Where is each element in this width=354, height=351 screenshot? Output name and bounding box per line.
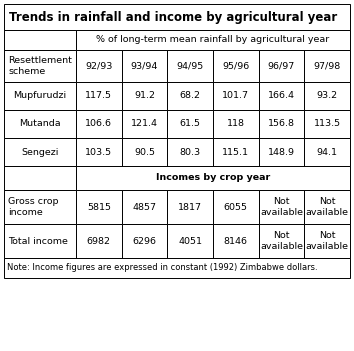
Text: 6296: 6296 — [132, 237, 156, 245]
Text: 148.9: 148.9 — [268, 147, 295, 157]
Bar — [213, 190, 259, 224]
Text: Not
available: Not available — [260, 231, 303, 251]
Text: 90.5: 90.5 — [134, 147, 155, 157]
Bar — [259, 224, 304, 258]
Bar — [4, 30, 76, 50]
Bar — [167, 110, 213, 138]
Bar — [76, 82, 122, 110]
Text: Gross crop
income: Gross crop income — [8, 197, 58, 217]
Bar — [259, 50, 304, 82]
Text: 8146: 8146 — [224, 237, 248, 245]
Bar — [4, 138, 76, 166]
Bar — [4, 4, 350, 30]
Text: 6055: 6055 — [224, 203, 248, 212]
Bar — [122, 138, 167, 166]
Bar — [259, 110, 304, 138]
Bar — [213, 138, 259, 166]
Bar — [304, 110, 350, 138]
Bar — [4, 110, 76, 138]
Bar — [259, 138, 304, 166]
Bar — [167, 50, 213, 82]
Text: Resettlement
scheme: Resettlement scheme — [8, 56, 72, 76]
Bar — [167, 138, 213, 166]
Bar — [213, 110, 259, 138]
Bar — [4, 166, 76, 190]
Text: Incomes by crop year: Incomes by crop year — [156, 173, 270, 183]
Text: 118: 118 — [227, 119, 245, 128]
Text: 113.5: 113.5 — [314, 119, 341, 128]
Bar — [122, 224, 167, 258]
Bar — [167, 224, 213, 258]
Bar — [122, 110, 167, 138]
Bar — [76, 166, 350, 190]
Text: Sengezi: Sengezi — [21, 147, 59, 157]
Bar — [4, 258, 350, 278]
Text: 94.1: 94.1 — [317, 147, 338, 157]
Bar — [122, 50, 167, 82]
Bar — [304, 82, 350, 110]
Text: 106.6: 106.6 — [85, 119, 112, 128]
Text: Not
available: Not available — [306, 197, 349, 217]
Text: Total income: Total income — [8, 237, 68, 245]
Text: 94/95: 94/95 — [177, 61, 204, 71]
Bar — [213, 82, 259, 110]
Bar — [76, 50, 122, 82]
Bar — [4, 190, 76, 224]
Bar — [213, 224, 259, 258]
Bar — [76, 110, 122, 138]
Bar — [304, 138, 350, 166]
Text: 93/94: 93/94 — [131, 61, 158, 71]
Text: 1817: 1817 — [178, 203, 202, 212]
Bar — [76, 190, 122, 224]
Bar — [4, 82, 76, 110]
Text: 92/93: 92/93 — [85, 61, 113, 71]
Bar — [76, 30, 350, 50]
Text: 101.7: 101.7 — [222, 92, 249, 100]
Text: 5815: 5815 — [87, 203, 111, 212]
Bar — [167, 190, 213, 224]
Text: Not
available: Not available — [260, 197, 303, 217]
Text: 91.2: 91.2 — [134, 92, 155, 100]
Text: 93.2: 93.2 — [316, 92, 338, 100]
Text: 156.8: 156.8 — [268, 119, 295, 128]
Text: Mupfurudzi: Mupfurudzi — [13, 92, 67, 100]
Bar — [4, 224, 76, 258]
Text: 103.5: 103.5 — [85, 147, 113, 157]
Bar — [304, 224, 350, 258]
Bar — [122, 190, 167, 224]
Bar — [167, 82, 213, 110]
Bar — [259, 82, 304, 110]
Bar — [213, 50, 259, 82]
Text: Trends in rainfall and income by agricultural year: Trends in rainfall and income by agricul… — [9, 11, 337, 24]
Text: Mutanda: Mutanda — [19, 119, 61, 128]
Bar — [76, 138, 122, 166]
Bar — [304, 190, 350, 224]
Text: 68.2: 68.2 — [180, 92, 201, 100]
Text: 80.3: 80.3 — [179, 147, 201, 157]
Text: 115.1: 115.1 — [222, 147, 249, 157]
Text: Note: Income figures are expressed in constant (1992) Zimbabwe dollars.: Note: Income figures are expressed in co… — [7, 264, 318, 272]
Text: 121.4: 121.4 — [131, 119, 158, 128]
Text: 61.5: 61.5 — [180, 119, 201, 128]
Text: Not
available: Not available — [306, 231, 349, 251]
Text: 96/97: 96/97 — [268, 61, 295, 71]
Bar — [304, 50, 350, 82]
Text: % of long-term mean rainfall by agricultural year: % of long-term mean rainfall by agricult… — [96, 35, 330, 45]
Bar — [76, 224, 122, 258]
Text: 97/98: 97/98 — [314, 61, 341, 71]
Bar — [122, 82, 167, 110]
Bar — [4, 50, 76, 82]
Text: 117.5: 117.5 — [85, 92, 112, 100]
Text: 4857: 4857 — [132, 203, 156, 212]
Bar — [259, 190, 304, 224]
Text: 166.4: 166.4 — [268, 92, 295, 100]
Text: 95/96: 95/96 — [222, 61, 250, 71]
Text: 6982: 6982 — [87, 237, 111, 245]
Text: 4051: 4051 — [178, 237, 202, 245]
